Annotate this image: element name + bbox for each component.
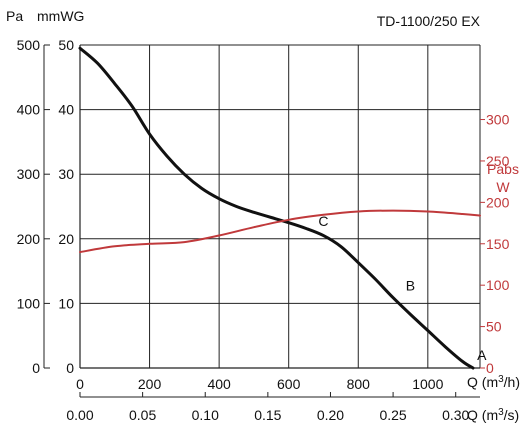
- y-right-w-tick-label: 250: [486, 153, 510, 169]
- chart-title: TD-1100/250 EX: [377, 13, 481, 29]
- tick-labels: 0100200300400500010203040500501001502002…: [17, 37, 510, 423]
- y-left-mmwg-unit: mmWG: [37, 8, 84, 24]
- y-left-pa-unit: Pa: [6, 8, 23, 24]
- pressure-curve: [78, 46, 475, 370]
- x-m3s-axis-label: Q (m3/s): [467, 407, 519, 423]
- y-left-pa-tick-label: 300: [17, 166, 41, 182]
- y-right-w-tick-label: 300: [486, 112, 510, 128]
- y-left-mmwg-tick-label: 0: [66, 360, 74, 376]
- y-right-w-tick-label: 100: [486, 277, 510, 293]
- curve-point-label-a: A: [477, 347, 487, 363]
- x-m3h-tick-label: 1000: [412, 376, 443, 392]
- y-left-pa-tick-label: 400: [17, 102, 41, 118]
- x-m3h-tick-label: 200: [138, 376, 162, 392]
- y-right-w-tick-label: 0: [486, 360, 494, 376]
- y-left-pa-tick-label: 0: [32, 360, 40, 376]
- curve-point-label-b: B: [406, 277, 415, 293]
- chart-labels: TD-1100/250 EX Pa mmWG Pabs W Q (m3/h) Q…: [6, 8, 520, 423]
- annotations: C B A: [318, 213, 487, 363]
- power-curve: [79, 209, 481, 254]
- y-left-pa-tick-label: 500: [17, 37, 41, 53]
- x-m3s-tick-label: 0.20: [317, 407, 344, 423]
- series-lines: [78, 46, 481, 370]
- x-m3h-tick-label: 600: [277, 376, 301, 392]
- y-right-title: Pabs: [487, 161, 519, 177]
- x-m3s-tick-label: 0.30: [442, 407, 469, 423]
- y-left-mmwg-tick-label: 10: [58, 295, 74, 311]
- y-right-w-tick-label: 50: [486, 319, 502, 335]
- y-left-pa-tick-label: 100: [17, 295, 41, 311]
- y-left-pa-tick-label: 200: [17, 231, 41, 247]
- x-m3s-tick-label: 0.00: [66, 407, 93, 423]
- y-right-unit: W: [496, 179, 510, 195]
- y-right-w-tick-label: 200: [486, 194, 510, 210]
- curve-point-label-c: C: [318, 213, 328, 229]
- x-m3s-tick-label: 0.25: [379, 407, 406, 423]
- x-m3h-axis-label: Q (m3/h): [467, 374, 520, 390]
- y-right-w-tick-label: 150: [486, 236, 510, 252]
- grid-lines: [80, 44, 480, 368]
- x-m3h-tick-label: 800: [347, 376, 371, 392]
- x-m3h-tick-label: 400: [207, 376, 231, 392]
- y-left-mmwg-tick-label: 50: [58, 37, 74, 53]
- x-m3s-tick-label: 0.05: [129, 407, 156, 423]
- x-m3s-tick-label: 0.10: [192, 407, 219, 423]
- axes: [43, 44, 485, 398]
- y-left-mmwg-tick-label: 30: [58, 166, 74, 182]
- x-m3s-tick-label: 0.15: [254, 407, 281, 423]
- y-left-mmwg-tick-label: 40: [58, 102, 74, 118]
- y-left-mmwg-tick-label: 20: [58, 231, 74, 247]
- x-m3h-tick-label: 0: [76, 376, 84, 392]
